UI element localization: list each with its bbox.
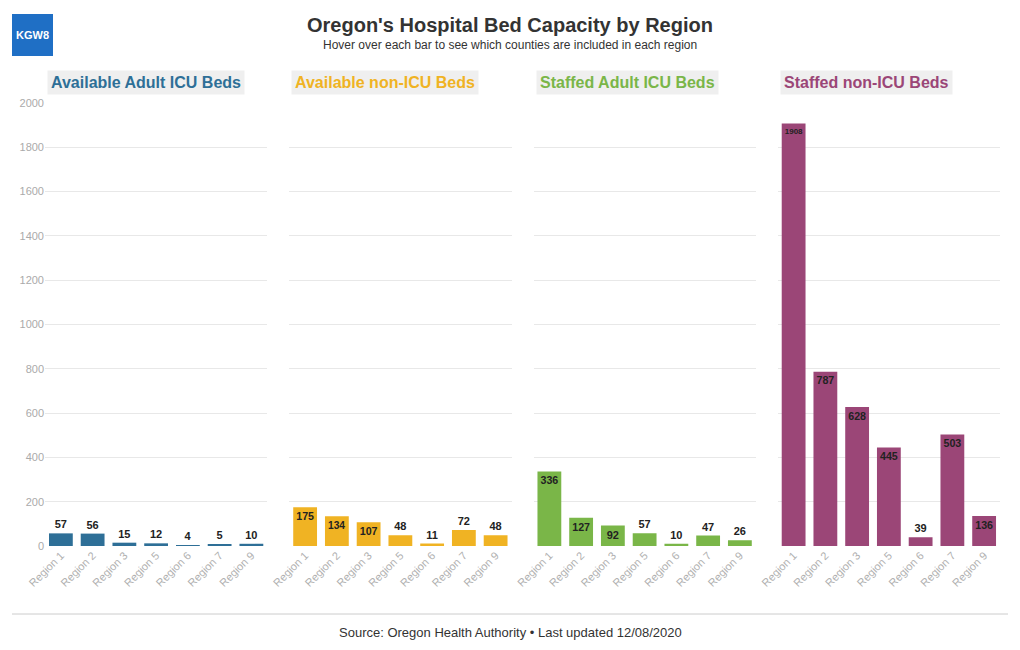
svg-text:Region 6: Region 6 [642, 549, 682, 589]
svg-text:628: 628 [848, 410, 866, 422]
svg-text:127: 127 [572, 521, 590, 533]
svg-text:57: 57 [55, 518, 67, 530]
svg-text:1400: 1400 [20, 230, 44, 242]
svg-text:Region 2: Region 2 [791, 549, 831, 589]
svg-text:1200: 1200 [20, 274, 44, 286]
svg-text:2000: 2000 [20, 97, 44, 109]
svg-text:1600: 1600 [20, 185, 44, 197]
svg-text:5: 5 [217, 529, 223, 541]
svg-text:Region 5: Region 5 [122, 549, 162, 589]
svg-text:800: 800 [26, 363, 44, 375]
svg-text:Hover over each bar to see whi: Hover over each bar to see which countie… [323, 38, 697, 52]
svg-text:445: 445 [880, 450, 898, 462]
svg-text:12: 12 [150, 528, 162, 540]
svg-text:Region 3: Region 3 [90, 549, 130, 589]
svg-text:Region 7: Region 7 [430, 549, 470, 589]
svg-text:Region 2: Region 2 [58, 549, 98, 589]
svg-text:Region 9: Region 9 [706, 549, 746, 589]
svg-text:Region 3: Region 3 [334, 549, 374, 589]
svg-text:200: 200 [26, 496, 44, 508]
svg-text:503: 503 [943, 437, 961, 449]
svg-text:Region 5: Region 5 [610, 549, 650, 589]
svg-text:Staffed Adult ICU Beds: Staffed Adult ICU Beds [540, 74, 715, 91]
svg-text:Region 2: Region 2 [303, 549, 343, 589]
svg-text:400: 400 [26, 451, 44, 463]
svg-text:1908: 1908 [785, 127, 803, 136]
svg-text:26: 26 [734, 525, 746, 537]
svg-text:4: 4 [184, 530, 191, 542]
svg-text:Source: Oregon Health Authorit: Source: Oregon Health Authority • Last u… [339, 625, 682, 640]
svg-text:Region 7: Region 7 [918, 549, 958, 589]
svg-text:Region 9: Region 9 [950, 549, 990, 589]
svg-text:600: 600 [26, 407, 44, 419]
svg-text:Oregon's Hospital Bed Capacity: Oregon's Hospital Bed Capacity by Region [307, 14, 713, 36]
svg-text:1800: 1800 [20, 141, 44, 153]
svg-text:Available Adult ICU Beds: Available Adult ICU Beds [51, 74, 241, 91]
svg-text:Region 2: Region 2 [547, 549, 587, 589]
svg-text:39: 39 [915, 522, 927, 534]
svg-text:72: 72 [458, 515, 470, 527]
svg-text:Region 5: Region 5 [855, 549, 895, 589]
svg-text:Region 7: Region 7 [674, 549, 714, 589]
svg-text:Region 9: Region 9 [217, 549, 257, 589]
svg-text:Region 6: Region 6 [154, 549, 194, 589]
svg-text:336: 336 [540, 474, 558, 486]
svg-text:136: 136 [975, 519, 993, 531]
svg-text:KGW8: KGW8 [16, 29, 49, 41]
svg-text:92: 92 [607, 529, 619, 541]
svg-text:48: 48 [490, 520, 502, 532]
svg-text:48: 48 [394, 520, 406, 532]
svg-text:Region 1: Region 1 [27, 549, 67, 589]
svg-text:10: 10 [245, 529, 257, 541]
svg-text:Region 6: Region 6 [398, 549, 438, 589]
svg-text:Region 9: Region 9 [461, 549, 501, 589]
svg-text:Available non-ICU Beds: Available non-ICU Beds [295, 74, 475, 91]
svg-text:Staffed non-ICU Beds: Staffed non-ICU Beds [784, 74, 949, 91]
svg-text:56: 56 [87, 519, 99, 531]
svg-text:57: 57 [639, 518, 651, 530]
svg-text:47: 47 [702, 521, 714, 533]
svg-text:1000: 1000 [20, 318, 44, 330]
svg-text:Region 7: Region 7 [185, 549, 225, 589]
svg-text:787: 787 [816, 374, 834, 386]
svg-text:Region 3: Region 3 [823, 549, 863, 589]
svg-text:Region 1: Region 1 [759, 549, 799, 589]
svg-text:0: 0 [38, 540, 44, 552]
svg-text:11: 11 [426, 529, 438, 541]
svg-text:Region 3: Region 3 [579, 549, 619, 589]
svg-text:Region 5: Region 5 [366, 549, 406, 589]
svg-text:134: 134 [328, 520, 345, 531]
svg-text:107: 107 [360, 525, 378, 537]
svg-text:Region 6: Region 6 [886, 549, 926, 589]
svg-text:10: 10 [670, 529, 682, 541]
svg-text:Region 1: Region 1 [515, 549, 555, 589]
svg-text:175: 175 [296, 510, 314, 522]
svg-text:Region 1: Region 1 [271, 549, 311, 589]
svg-text:15: 15 [118, 528, 130, 540]
